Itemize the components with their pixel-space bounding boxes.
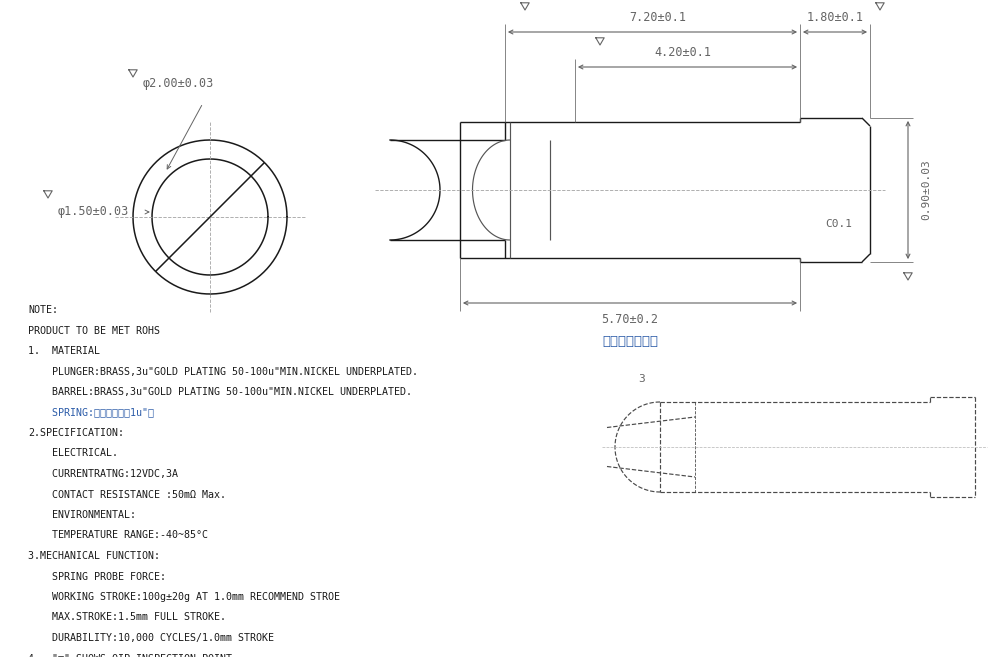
Text: φ2.00±0.03: φ2.00±0.03	[143, 77, 215, 90]
Text: 5.70±0.2: 5.70±0.2	[602, 313, 658, 326]
Text: MAX.STROKE:1.5mm FULL STROKE.: MAX.STROKE:1.5mm FULL STROKE.	[28, 612, 226, 622]
Text: TEMPERATURE RANGE:-40~85°C: TEMPERATURE RANGE:-40~85°C	[28, 530, 208, 541]
Text: SPRING PROBE FORCE:: SPRING PROBE FORCE:	[28, 572, 166, 581]
Text: 4.20±0.1: 4.20±0.1	[654, 46, 711, 59]
Text: BARREL:BRASS,3u"GOLD PLATING 50-100u"MIN.NICKEL UNDERPLATED.: BARREL:BRASS,3u"GOLD PLATING 50-100u"MIN…	[28, 387, 412, 397]
Text: 1.  MATERIAL: 1. MATERIAL	[28, 346, 100, 356]
Text: PLUNGER:BRASS,3u"GOLD PLATING 50-100u"MIN.NICKEL UNDERPLATED.: PLUNGER:BRASS,3u"GOLD PLATING 50-100u"MI…	[28, 367, 418, 376]
Text: 2.SPECIFICATION:: 2.SPECIFICATION:	[28, 428, 124, 438]
Text: ELECTRICAL.: ELECTRICAL.	[28, 449, 118, 459]
Text: SPRING:锕铜弹簧电锔1u"金: SPRING:锕铜弹簧电锔1u"金	[28, 407, 154, 417]
Text: 3: 3	[639, 374, 645, 384]
Text: NOTE:: NOTE:	[28, 305, 58, 315]
Text: 1.80±0.1: 1.80±0.1	[806, 11, 864, 24]
Text: 3.MECHANICAL FUNCTION:: 3.MECHANICAL FUNCTION:	[28, 551, 160, 561]
Text: 压缩后最大高度: 压缩后最大高度	[602, 335, 658, 348]
Text: 4.  "▽" SHOWS QIP INSPECTION POINT.: 4. "▽" SHOWS QIP INSPECTION POINT.	[28, 654, 238, 657]
Text: 7.20±0.1: 7.20±0.1	[629, 11, 686, 24]
Text: PRODUCT TO BE MET ROHS: PRODUCT TO BE MET ROHS	[28, 325, 160, 336]
Text: C0.1: C0.1	[825, 219, 852, 229]
Text: CONTACT RESISTANCE :50mΩ Max.: CONTACT RESISTANCE :50mΩ Max.	[28, 489, 226, 499]
Text: WORKING STROKE:100g±20g AT 1.0mm RECOMMEND STROE: WORKING STROKE:100g±20g AT 1.0mm RECOMME…	[28, 592, 340, 602]
Text: ENVIRONMENTAL:: ENVIRONMENTAL:	[28, 510, 136, 520]
Text: CURRENTRATNG:12VDC,3A: CURRENTRATNG:12VDC,3A	[28, 469, 178, 479]
Text: DURABILITY:10,000 CYCLES/1.0mm STROKE: DURABILITY:10,000 CYCLES/1.0mm STROKE	[28, 633, 274, 643]
Text: φ1.50±0.03: φ1.50±0.03	[58, 206, 129, 219]
Text: 0.90±0.03: 0.90±0.03	[921, 160, 931, 220]
